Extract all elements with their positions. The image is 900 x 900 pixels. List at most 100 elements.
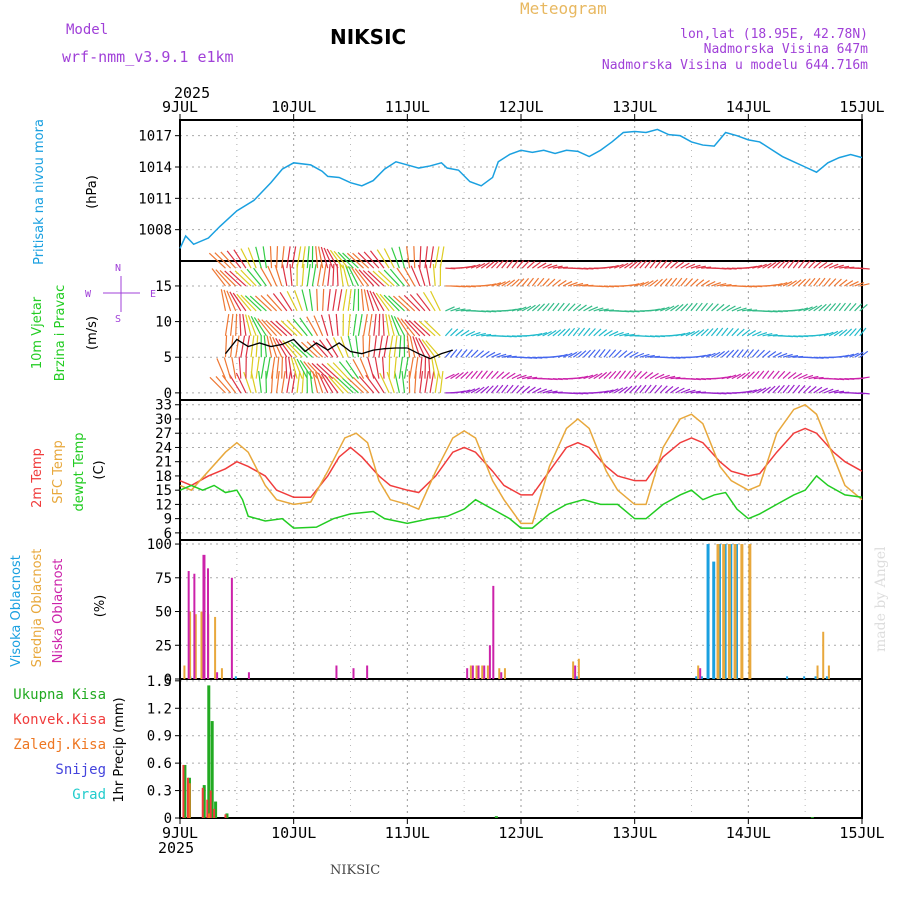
- dewpoint-line: [179, 474, 863, 529]
- wind-barb: [542, 389, 553, 394]
- wind-barb: [772, 385, 781, 394]
- precip-total-bar: [810, 817, 814, 819]
- wind-barb: [276, 370, 280, 393]
- wind-barb: [291, 246, 297, 269]
- precip-total-bar: [225, 813, 229, 818]
- wind-barb: [680, 388, 691, 394]
- wind-barb: [215, 376, 232, 394]
- wind-barb: [369, 290, 380, 312]
- wind-barb: [578, 283, 589, 287]
- wind-barb: [573, 282, 584, 287]
- wind-barb: [315, 246, 319, 269]
- precip-conv-bar: [206, 799, 209, 818]
- y-tick-label: 25: [155, 638, 172, 654]
- wind-barb: [434, 371, 440, 393]
- cloud-low-bar: [466, 668, 469, 679]
- x-tick-label-bottom: 13JUL: [612, 824, 657, 842]
- wind-barb: [332, 376, 349, 394]
- footer-station: NIKSIC: [330, 863, 380, 878]
- wind-barb: [275, 337, 288, 358]
- wind-barb: [485, 261, 495, 269]
- wind-barb: [257, 318, 272, 337]
- wind-barb: [777, 282, 788, 287]
- cloud-low-bar: [471, 665, 474, 679]
- y-tick-label: 33: [155, 398, 172, 414]
- wind-barb: [562, 302, 571, 312]
- wind-barb: [803, 385, 812, 394]
- wind-barb: [696, 391, 707, 394]
- wind-barb: [772, 370, 780, 380]
- wind-barb: [311, 362, 329, 380]
- wind-unit: (m/s): [85, 316, 100, 350]
- wind-barb: [680, 277, 688, 287]
- wind-barb: [301, 370, 305, 393]
- wind-barb: [833, 302, 841, 312]
- wind-barb: [445, 306, 455, 312]
- wind-barb: [624, 261, 634, 269]
- wind-barb: [665, 305, 675, 312]
- wind-barb: [844, 280, 854, 287]
- wind-barb: [634, 260, 643, 269]
- cloud-high-bar: [786, 676, 789, 679]
- wind-barb: [726, 349, 735, 358]
- wind-barb: [299, 359, 313, 379]
- wind-barb: [782, 353, 793, 358]
- wind-barb: [685, 263, 696, 269]
- y-tick-label: 1011: [138, 191, 172, 207]
- wind-barb: [450, 372, 460, 380]
- cloud-mid-bar: [469, 665, 472, 679]
- wind-barb: [782, 281, 793, 287]
- wind-barb: [332, 289, 337, 311]
- wind-barb: [416, 293, 431, 312]
- wind-barb: [286, 319, 303, 337]
- wind-barb: [391, 247, 400, 269]
- precip-total-label: Ukupna Kisa: [13, 687, 106, 703]
- wind-barb: [843, 302, 852, 312]
- wind-barb: [327, 264, 331, 287]
- wind-barb: [838, 279, 848, 287]
- wind-barb: [360, 288, 365, 311]
- wind-barb: [247, 247, 257, 269]
- wind-barb: [741, 371, 751, 380]
- wind-barb: [393, 316, 406, 337]
- cloud-high-label: Visoka Oblacnost: [9, 555, 24, 667]
- wind-barb: [303, 361, 319, 379]
- wind-barb: [289, 263, 293, 287]
- wind-speed-line: [224, 338, 453, 360]
- wind-barb: [321, 363, 339, 380]
- wind-barb: [859, 327, 867, 337]
- y-tick-label: 1.5: [147, 674, 172, 690]
- wind-barb: [285, 356, 288, 379]
- wind-barb: [710, 303, 719, 312]
- cloud-panel: 0 25 50 75 100: [147, 537, 863, 688]
- cloud-mid-bar: [498, 668, 501, 679]
- wind-barb: [355, 335, 360, 358]
- wind-barb: [639, 371, 648, 380]
- wind-barb: [342, 252, 359, 269]
- wind-barb: [414, 356, 419, 379]
- wind-barb: [828, 330, 839, 337]
- wind-barb: [393, 335, 398, 358]
- wind-barb: [404, 319, 421, 337]
- wind-barb: [797, 385, 806, 394]
- wind-barb: [552, 391, 563, 394]
- wind-barb: [854, 282, 865, 287]
- wind-barb: [629, 283, 640, 287]
- wind-barb: [265, 370, 267, 393]
- y-tick-label: 10: [155, 315, 172, 331]
- precip-conv-bar: [186, 777, 189, 818]
- wind-barb: [276, 356, 280, 379]
- wind-barb: [367, 357, 375, 379]
- wind-barb: [670, 261, 679, 269]
- x-tick-label-top: 12JUL: [498, 98, 543, 116]
- wind-barb: [757, 349, 765, 358]
- wind-barb: [736, 307, 747, 312]
- cloud-high-bar: [695, 676, 698, 679]
- precip-total-bar: [210, 721, 214, 818]
- wind-barb: [281, 246, 285, 269]
- wind-barb: [690, 329, 700, 337]
- wind-barb: [501, 280, 511, 287]
- wind-barb: [294, 290, 303, 312]
- wind-barb: [316, 264, 322, 287]
- wind-barb: [751, 370, 760, 380]
